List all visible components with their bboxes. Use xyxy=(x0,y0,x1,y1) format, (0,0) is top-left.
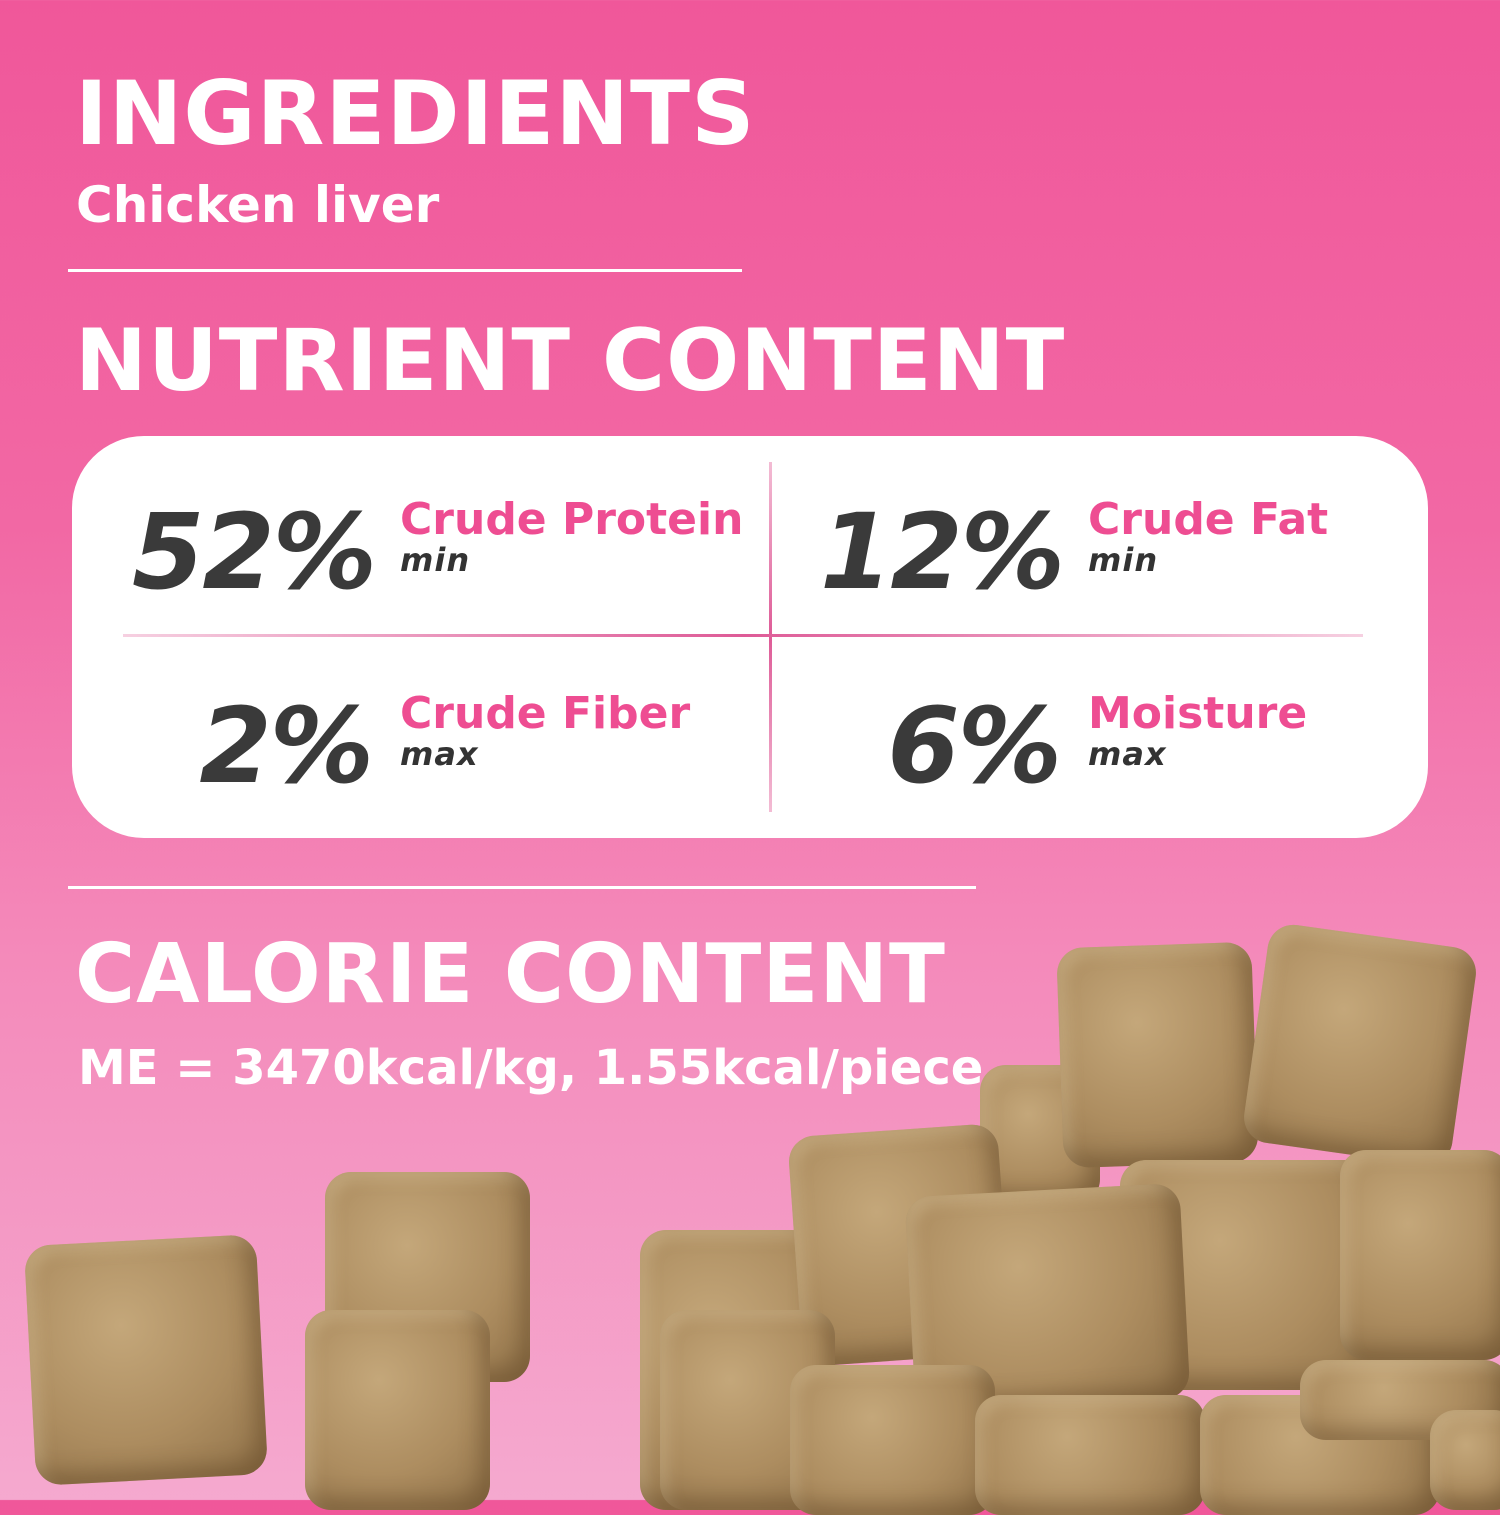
nutrient-value: 6% xyxy=(887,685,1062,807)
treat-cube xyxy=(1430,1410,1500,1510)
treat-cube xyxy=(790,1365,995,1515)
nutrient-name: Crude Fat xyxy=(1088,494,1329,545)
nutrient-moisture: 6% Moisture max xyxy=(820,685,1308,807)
treat-cube xyxy=(975,1395,1205,1515)
divider-line xyxy=(68,886,976,889)
nutrient-qualifier: max xyxy=(1088,735,1167,773)
calorie-text: ME = 3470kcal/kg, 1.55kcal/piece xyxy=(78,1040,984,1096)
nutrient-name: Crude Protein xyxy=(400,494,744,545)
divider-line xyxy=(68,269,742,272)
nutrient-name: Moisture xyxy=(1088,688,1308,739)
vertical-divider xyxy=(769,462,772,812)
ingredients-text: Chicken liver xyxy=(76,176,440,234)
nutrient-card: 52% Crude Protein min 12% Crude Fat min … xyxy=(72,436,1428,838)
treat-cube xyxy=(23,1234,269,1486)
nutrient-name: Crude Fiber xyxy=(400,688,691,739)
ingredients-heading: INGREDIENTS xyxy=(75,62,756,165)
nutrient-fiber: 2% Crude Fiber max xyxy=(132,685,691,807)
nutrient-qualifier: min xyxy=(400,541,471,579)
nutrient-value: 2% xyxy=(199,685,374,807)
horizontal-divider xyxy=(123,634,1363,637)
nutrient-value: 12% xyxy=(820,491,1065,613)
nutrient-qualifier: min xyxy=(1088,541,1159,579)
nutrient-qualifier: max xyxy=(400,735,479,773)
nutrient-value: 52% xyxy=(132,491,377,613)
treat-cube xyxy=(305,1310,490,1510)
calorie-heading: CALORIE CONTENT xyxy=(75,927,946,1022)
nutrient-fat: 12% Crude Fat min xyxy=(820,491,1329,613)
nutrient-heading: NUTRIENT CONTENT xyxy=(75,311,1066,411)
treat-cube xyxy=(1056,941,1259,1169)
treat-cube xyxy=(1340,1150,1500,1360)
nutrient-protein: 52% Crude Protein min xyxy=(132,491,744,613)
treat-cube xyxy=(1240,921,1480,1169)
